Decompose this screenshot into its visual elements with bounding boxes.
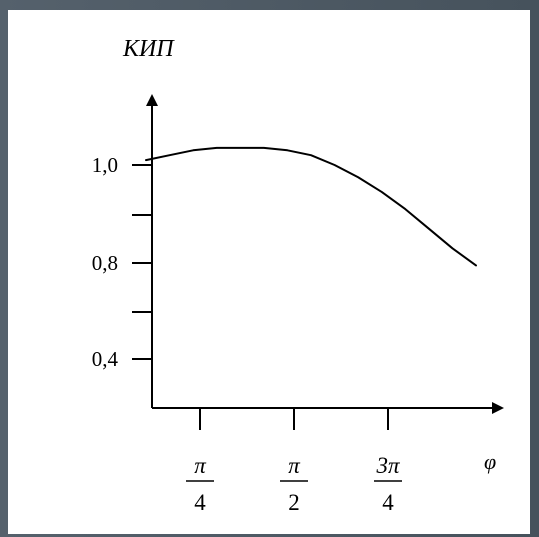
chart-panel: КИП φ 0,4 0,8 1,0 π 4 π 2 3π 4 (8, 10, 530, 534)
x-axis-label: φ (484, 449, 496, 474)
x-tick-denominator-2: 4 (382, 490, 394, 515)
x-tick-numerator-2: 3π (375, 453, 401, 478)
y-tick-label-0: 0,4 (92, 347, 119, 371)
x-tick-denominator-0: 4 (194, 490, 206, 515)
y-axis-label: КИП (122, 36, 175, 62)
series-line-0 (145, 146, 477, 267)
y-tick-label-4: 1,0 (92, 153, 118, 177)
x-tick-numerator-1: π (288, 453, 301, 478)
x-ticks: π 4 π 2 3π 4 (186, 408, 402, 515)
plot-lines (145, 146, 477, 267)
y-ticks: 0,4 0,8 1,0 (92, 153, 152, 371)
x-tick-denominator-1: 2 (288, 490, 300, 515)
x-tick-numerator-0: π (194, 453, 207, 478)
line-chart: КИП φ 0,4 0,8 1,0 π 4 π 2 3π 4 (92, 36, 504, 515)
y-tick-label-2: 0,8 (92, 251, 118, 275)
